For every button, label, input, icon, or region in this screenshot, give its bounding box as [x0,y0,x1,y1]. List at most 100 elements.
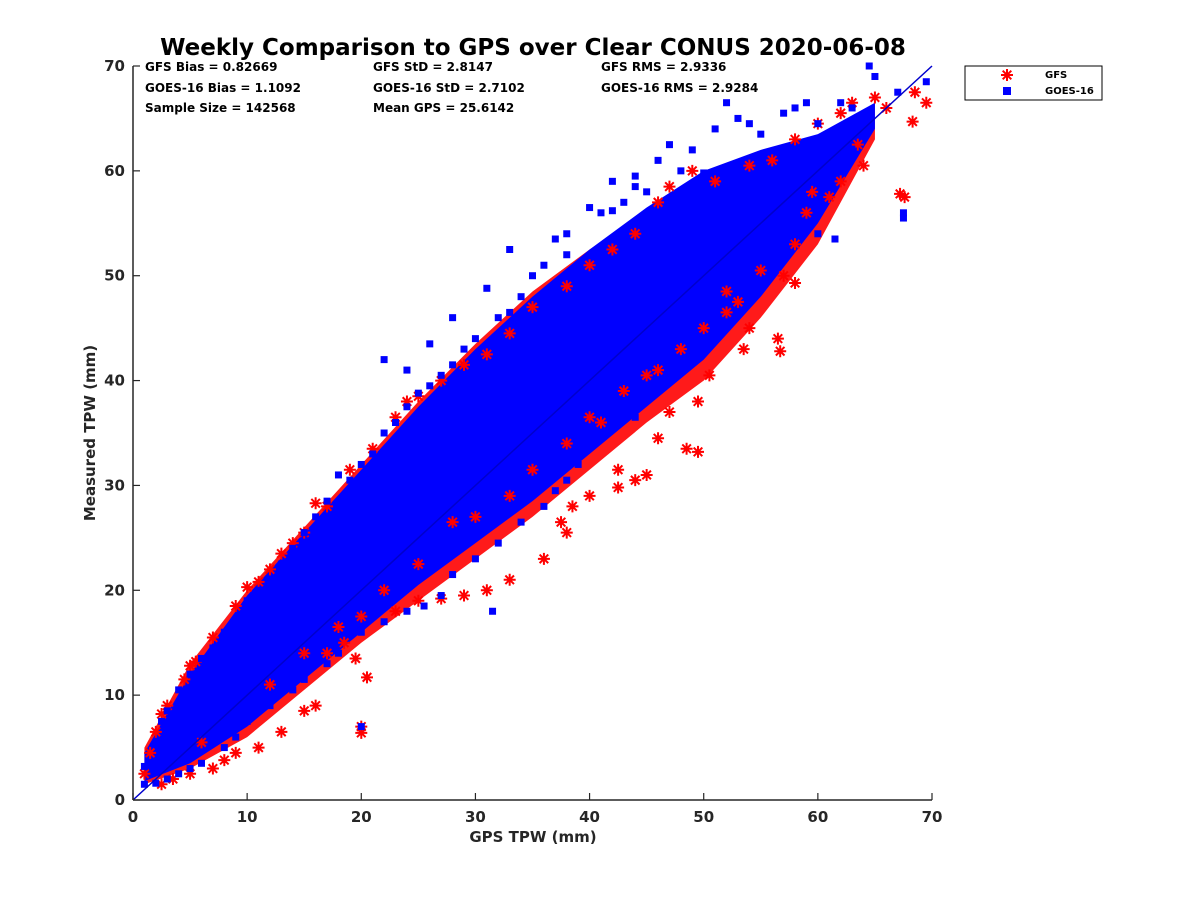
gfs-point [737,343,750,356]
goes-point [899,209,907,217]
gfs-point [218,754,231,767]
gfs-point [332,620,345,633]
goes-point [255,586,263,594]
goes-point [414,455,422,463]
gfs-point [155,708,168,721]
y-tick-label: 60 [104,162,125,180]
goes-point [334,471,342,479]
goes-point [631,413,639,421]
gfs-point [754,264,767,277]
goes-point [300,675,308,683]
gfs-point [612,463,625,476]
goes-point [517,293,525,301]
gfs-point [138,767,151,780]
goes-point [392,523,400,531]
gfs-point [480,584,493,597]
goes-point [551,487,559,495]
gfs-point [834,107,847,120]
gfs-point [731,295,744,308]
gfs-point [206,762,219,775]
gfs-point [908,86,921,99]
gfs-point [640,369,653,382]
x-tick-label: 60 [807,808,828,826]
gfs-point [161,699,174,712]
gfs-point [663,406,676,419]
gfs-point [435,374,448,387]
y-tick-label: 50 [104,267,125,285]
y-tick-label: 10 [104,686,125,704]
gfs-point [252,741,265,754]
goes-point [529,350,536,358]
goes-point [266,576,274,584]
sample-size-text: Sample Size = 142568 [145,101,296,115]
statistics-block: GFS Bias = 0.82669 GFS StD = 2.8147 GFS … [145,60,758,115]
gfs-point [355,726,368,739]
goes-point [563,335,571,343]
gfs-bias-text: GFS Bias = 0.82669 [145,60,277,74]
scatter-points-layer [138,62,933,791]
goes-point [745,120,753,128]
gfs-point [263,678,276,691]
goes-point [700,169,708,177]
goes-point [506,246,514,253]
gfs-point [412,558,425,571]
goes-point [175,686,183,694]
gfs-point [629,474,642,487]
goes-point [631,287,639,295]
goes-point [631,183,639,191]
goes-bias-text: GOES-16 Bias = 1.1092 [145,81,301,95]
goes-point [186,670,194,678]
gfs-point [823,191,836,204]
goes-point [277,560,285,568]
goes-point [426,340,434,348]
gfs-point [868,91,881,104]
goes-point [791,104,799,112]
goes-point [586,439,594,447]
gfs-point [389,605,402,618]
goes-point [597,329,605,337]
y-tick-label: 70 [104,57,125,75]
goes-point [197,759,205,767]
gfs-point [458,358,471,371]
goes-point [323,660,331,668]
gfs-point [144,746,157,759]
goes-point [140,762,148,770]
gfs-point [583,489,596,502]
gfs-point [343,463,356,476]
gfs-point [166,773,179,786]
gfs-point [189,655,202,668]
gfs-point [906,115,919,128]
legend-gfs-marker [1001,69,1013,81]
goes-point [186,712,194,720]
goes-point [152,779,160,787]
gfs-point [771,332,784,345]
goes-point [780,167,788,175]
gfs-point [526,301,539,314]
legend-gfs-label: GFS [1045,70,1067,81]
gfs-point [583,411,596,424]
goes-point [586,298,594,306]
goes-point [534,333,542,341]
gfs-point [846,96,859,109]
gfs-point [149,725,162,738]
gfs-point [612,481,625,494]
gfs-point [206,631,219,644]
goes-point [494,392,502,400]
gfs-point [560,526,573,539]
goes-rms-text: GOES-16 RMS = 2.9284 [601,81,758,95]
gfs-point [446,516,459,529]
gfs-point [663,180,676,193]
goes-point [460,345,468,353]
goes-point [369,518,377,526]
goes-point [494,314,502,322]
gfs-point [298,704,311,717]
goes-point [243,639,251,647]
legend-goes-label: GOES-16 [1045,86,1094,97]
goes-point [899,214,907,222]
gfs-rms-text: GFS RMS = 2.9336 [601,60,726,74]
goes-point [574,272,582,280]
gfs-point [898,191,911,204]
goes-point [711,125,719,133]
gfs-point [298,647,311,660]
goes-point [540,502,548,510]
